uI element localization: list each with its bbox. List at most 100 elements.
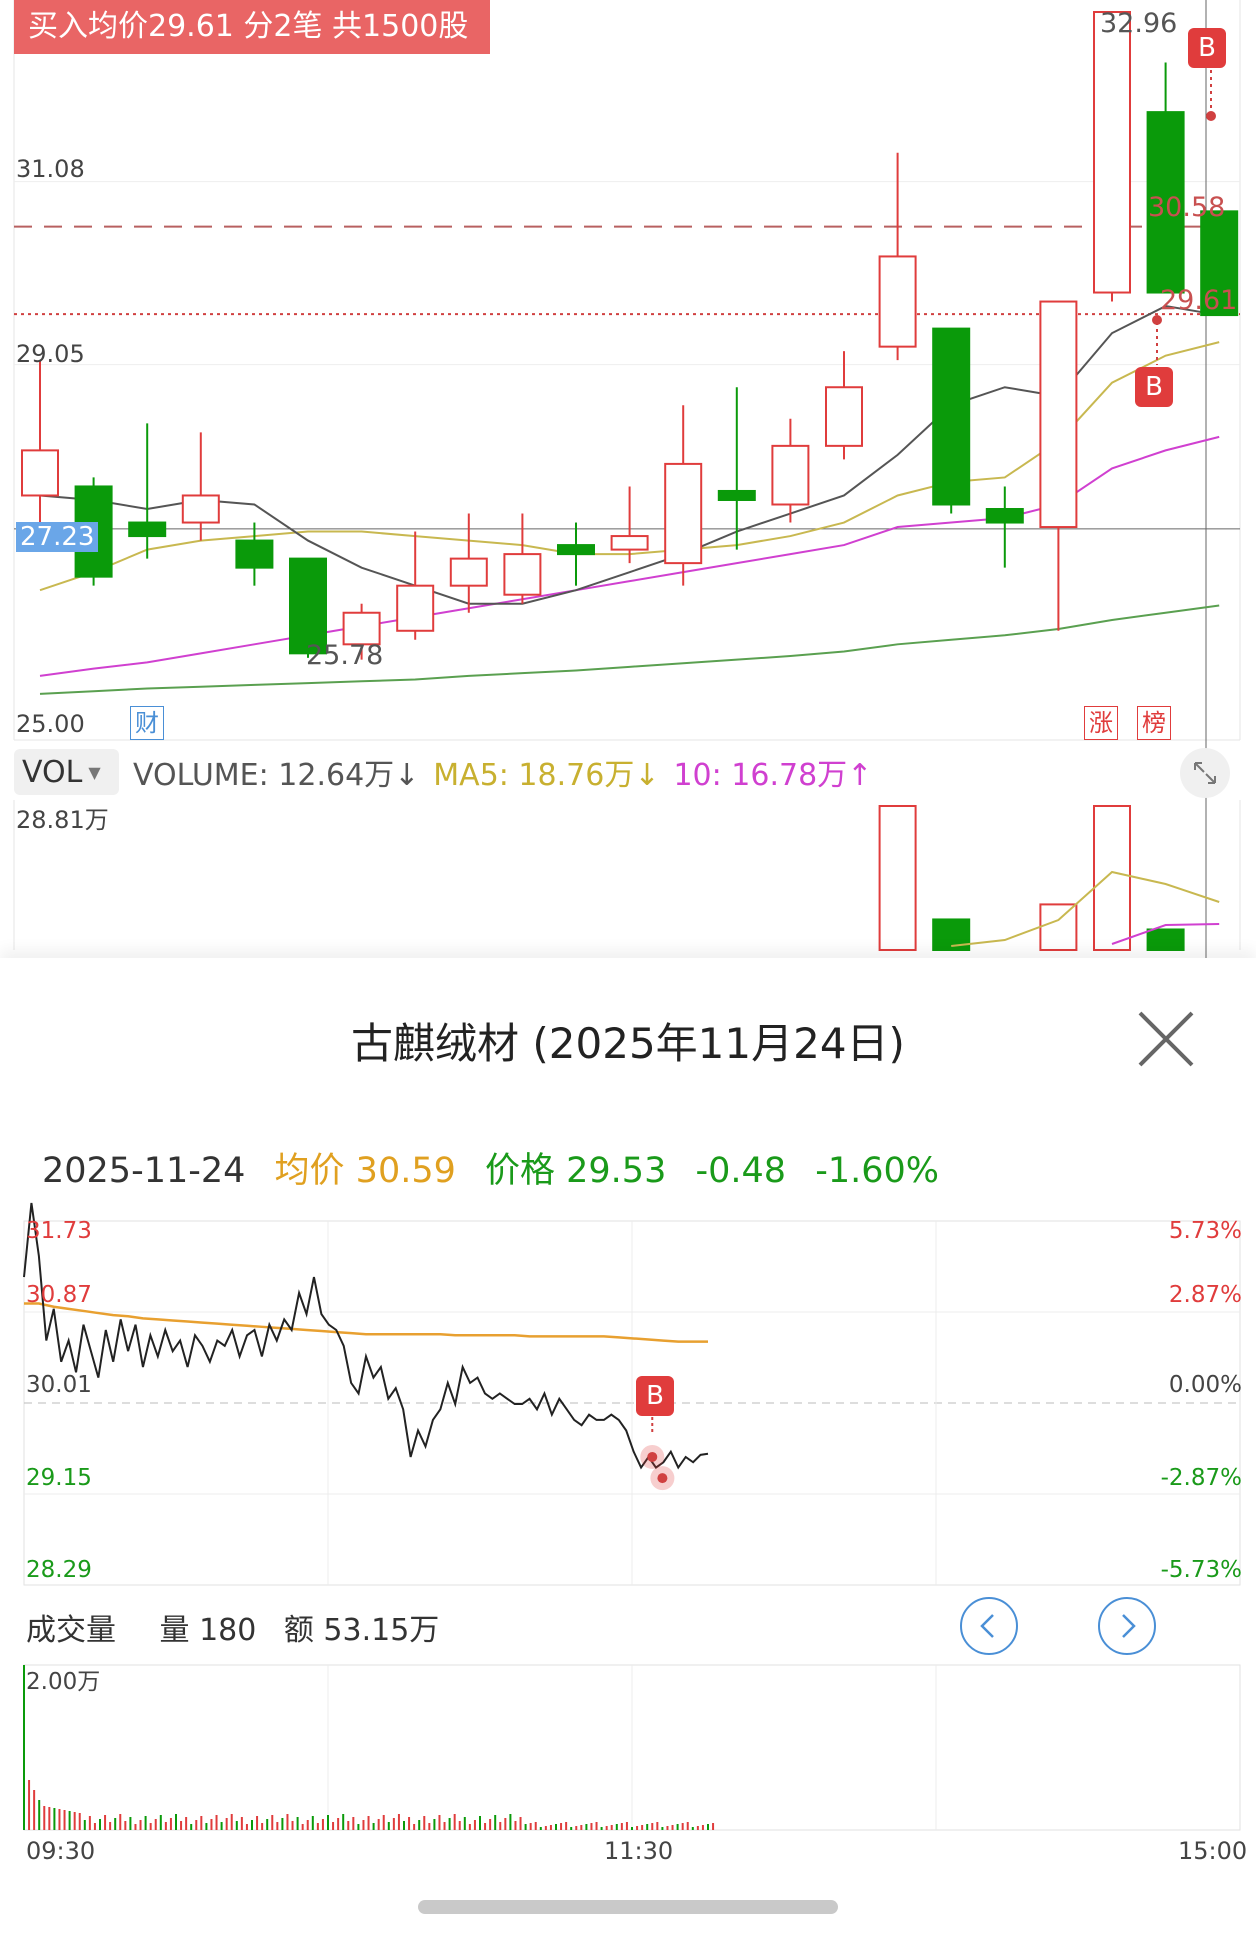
intraday-pct-label-1: 5.73%: [1168, 1218, 1242, 1244]
intraday-volume-bar: [555, 1824, 557, 1830]
buy-marker-mid[interactable]: B: [1135, 367, 1173, 407]
intraday-volume-bar: [408, 1817, 411, 1830]
limit-up-tag[interactable]: 涨: [1084, 706, 1118, 740]
intraday-volume-bar: [144, 1816, 147, 1830]
next-day-button[interactable]: [1098, 1597, 1156, 1655]
quote-price: 价格 29.53: [485, 1151, 667, 1191]
intraday-volume-bar: [484, 1823, 487, 1830]
intraday-volume-bar: [463, 1817, 466, 1830]
intraday-volume-bar: [23, 1665, 25, 1830]
intraday-volume-bar: [316, 1823, 319, 1830]
candle-up: [342, 611, 381, 646]
intraday-volume-bar: [195, 1820, 198, 1830]
intraday-volume-bar: [666, 1826, 669, 1830]
kline-chart[interactable]: [0, 0, 1256, 960]
chevron-right-icon: [1122, 1614, 1136, 1638]
intraday-volume-bar: [286, 1814, 289, 1830]
intraday-buy-dot: [657, 1473, 668, 1484]
intraday-volume-bar: [245, 1824, 248, 1830]
quote-change: -0.48: [695, 1151, 787, 1191]
intraday-vol-max-label: 2.00万: [26, 1669, 101, 1695]
intraday-volume-bar: [28, 1780, 31, 1830]
intraday-volume-bar: [661, 1827, 664, 1830]
close-button[interactable]: [1132, 1005, 1200, 1073]
intraday-volume-bar: [631, 1827, 633, 1830]
intraday-volume-bar: [306, 1820, 309, 1830]
intraday-avg-line: [24, 1302, 708, 1343]
intraday-volume-bar: [200, 1816, 203, 1830]
candle-up: [1093, 11, 1131, 294]
home-indicator[interactable]: [418, 1900, 838, 1914]
intraday-volume-bar: [544, 1826, 547, 1830]
intraday-volume-bar: [68, 1811, 71, 1830]
intraday-volume-bar: [63, 1810, 66, 1830]
chevron-down-icon: ▼: [88, 762, 101, 782]
intraday-volume-bar: [372, 1823, 375, 1830]
volume-amount: 额 53.15万: [283, 1613, 440, 1648]
indicator-selector-label: VOL: [22, 754, 83, 790]
intraday-volume-bar: [443, 1822, 446, 1830]
intraday-volume-bar: [83, 1820, 86, 1830]
intraday-volume-bar: [413, 1824, 416, 1830]
candle-up: [825, 386, 863, 447]
intraday-volume-bar: [707, 1824, 709, 1830]
intraday-volume-bar: [185, 1817, 188, 1830]
intraday-volume-bar: [281, 1818, 284, 1830]
intraday-volume-bar: [266, 1819, 269, 1830]
candle-down: [717, 489, 756, 501]
intraday-volume-bar: [38, 1800, 41, 1830]
intraday-volume-bar: [636, 1826, 639, 1830]
buy-point-dot: [1206, 111, 1216, 121]
indicator-selector[interactable]: VOL ▼: [14, 749, 119, 795]
candle-down: [557, 544, 595, 556]
intraday-chart[interactable]: [0, 1195, 1256, 1855]
intraday-volume-bar: [600, 1827, 603, 1830]
intraday-volume-bar: [301, 1824, 304, 1830]
chevron-left-icon: [980, 1614, 994, 1638]
candle-up: [503, 553, 542, 596]
intraday-buy-marker[interactable]: B: [636, 1376, 674, 1416]
candle-down: [1200, 210, 1239, 317]
prev-day-button[interactable]: [960, 1597, 1018, 1655]
intraday-volume-bar: [514, 1821, 517, 1830]
intraday-volume-bar: [109, 1822, 112, 1830]
intraday-volume-bar: [458, 1821, 461, 1830]
buy-marker-top[interactable]: B: [1188, 28, 1226, 68]
y-label-mid: 29.05: [16, 340, 85, 368]
expand-button[interactable]: [1180, 748, 1230, 798]
intraday-volume-bar: [169, 1818, 172, 1830]
intraday-dialog: [0, 958, 1256, 1946]
candle-up: [610, 535, 649, 551]
close-icon: [1138, 1011, 1194, 1067]
intraday-volume-bar: [468, 1824, 471, 1830]
intraday-volume-bar: [387, 1822, 390, 1830]
intraday-volume-bar: [392, 1818, 395, 1830]
intraday-volume-bar: [78, 1813, 81, 1830]
volume-ma10: 10: 16.78万↑: [673, 758, 873, 793]
intraday-y-label-2: 30.87: [26, 1282, 92, 1308]
buy-summary-banner: 买入均价29.61 分2笔 共1500股: [14, 0, 490, 54]
ranking-tag[interactable]: 榜: [1137, 706, 1171, 740]
candle-down: [289, 557, 327, 655]
intraday-volume-bar: [362, 1820, 365, 1830]
intraday-volume-bar: [347, 1821, 350, 1830]
finance-tag[interactable]: 财: [130, 706, 164, 740]
intraday-volume-bar: [357, 1824, 360, 1830]
intraday-y-label-1: 31.73: [26, 1218, 92, 1244]
intraday-volume-bar: [159, 1815, 162, 1830]
quote-summary: 2025-11-24 均价 30.59 价格 29.53 -0.48 -1.60…: [42, 1142, 957, 1193]
ma60-line: [39, 604, 1220, 695]
intraday-volume-bar: [271, 1815, 274, 1830]
quote-date: 2025-11-24: [42, 1151, 246, 1191]
x-label-noon: 11:30: [604, 1837, 674, 1865]
intraday-y-label-3: 30.01: [26, 1372, 92, 1398]
low-price-label: 25.78: [306, 640, 384, 671]
candle-up: [771, 444, 810, 506]
volume-summary: 成交量 量 180 额 53.15万: [26, 1605, 439, 1649]
intraday-volume-bar: [686, 1822, 689, 1830]
candle-up: [21, 449, 59, 497]
intraday-volume-bar: [104, 1815, 107, 1830]
intraday-pct-label-4: -2.87%: [1160, 1465, 1242, 1491]
intraday-volume-bar: [403, 1821, 405, 1830]
intraday-volume-bar: [438, 1815, 441, 1830]
